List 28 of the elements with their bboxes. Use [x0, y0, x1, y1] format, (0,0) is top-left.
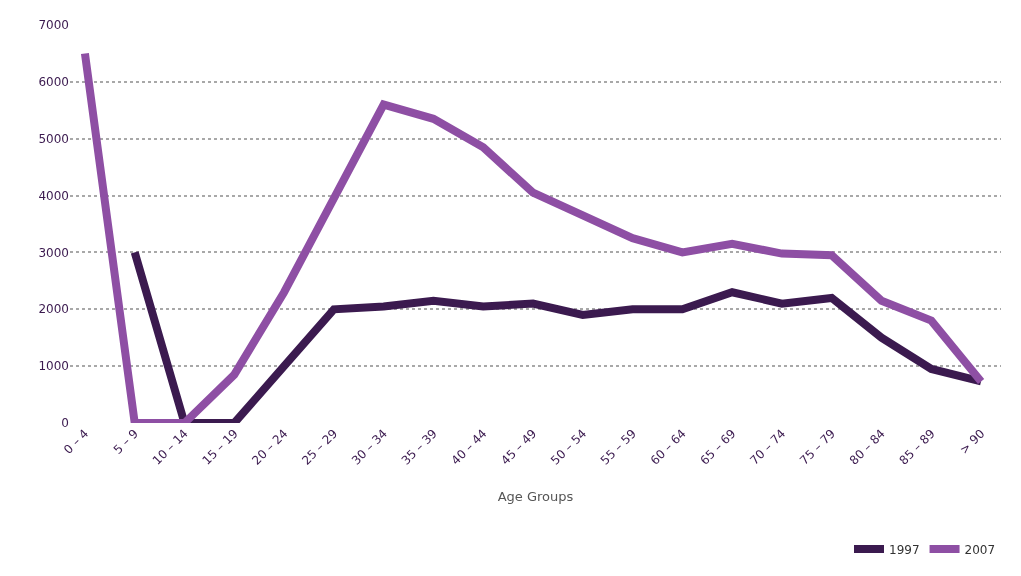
legend-label: 2007 — [964, 542, 996, 557]
x-tick-label: 40 – 44 — [448, 426, 490, 468]
x-tick-label: 45 – 49 — [498, 426, 540, 468]
x-tick-label: 5 – 9 — [110, 426, 142, 457]
y-tick-label: 1000 — [38, 359, 69, 374]
x-tick-label: 65 – 69 — [697, 426, 739, 468]
x-axis-title: Age Groups — [497, 489, 574, 505]
x-tick-label: 20 – 24 — [249, 426, 291, 468]
x-tick-label: 85 – 89 — [896, 426, 938, 468]
y-tick-label: 3000 — [38, 245, 69, 260]
x-tick-label: 60 – 64 — [647, 426, 689, 468]
legend-label: 1997 — [889, 542, 920, 557]
x-tick-label: 75 – 79 — [796, 426, 839, 468]
x-tick-label: 25 – 29 — [299, 426, 341, 468]
y-tick-label: 4000 — [38, 188, 69, 203]
x-tick-label: 10 – 14 — [149, 426, 191, 468]
x-tick-label: 35 – 39 — [398, 426, 440, 468]
x-tick-label: > 90 — [956, 426, 988, 457]
x-tick-label: 80 – 84 — [846, 426, 888, 468]
y-tick-label: 7000 — [38, 18, 69, 33]
x-tick-label: 55 – 59 — [597, 426, 639, 468]
y-tick-label: 5000 — [38, 131, 69, 146]
x-tick-label: 15 – 19 — [199, 426, 241, 468]
x-tick-label: 50 – 54 — [548, 426, 590, 468]
y-tick-label: 2000 — [38, 302, 69, 317]
y-tick-label: 6000 — [38, 75, 69, 90]
x-tick-label: 70 – 74 — [747, 426, 789, 468]
x-tick-label: 30 – 34 — [348, 426, 391, 468]
